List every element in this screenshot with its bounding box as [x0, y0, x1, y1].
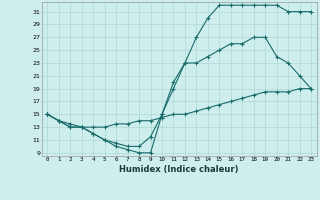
- X-axis label: Humidex (Indice chaleur): Humidex (Indice chaleur): [119, 165, 239, 174]
